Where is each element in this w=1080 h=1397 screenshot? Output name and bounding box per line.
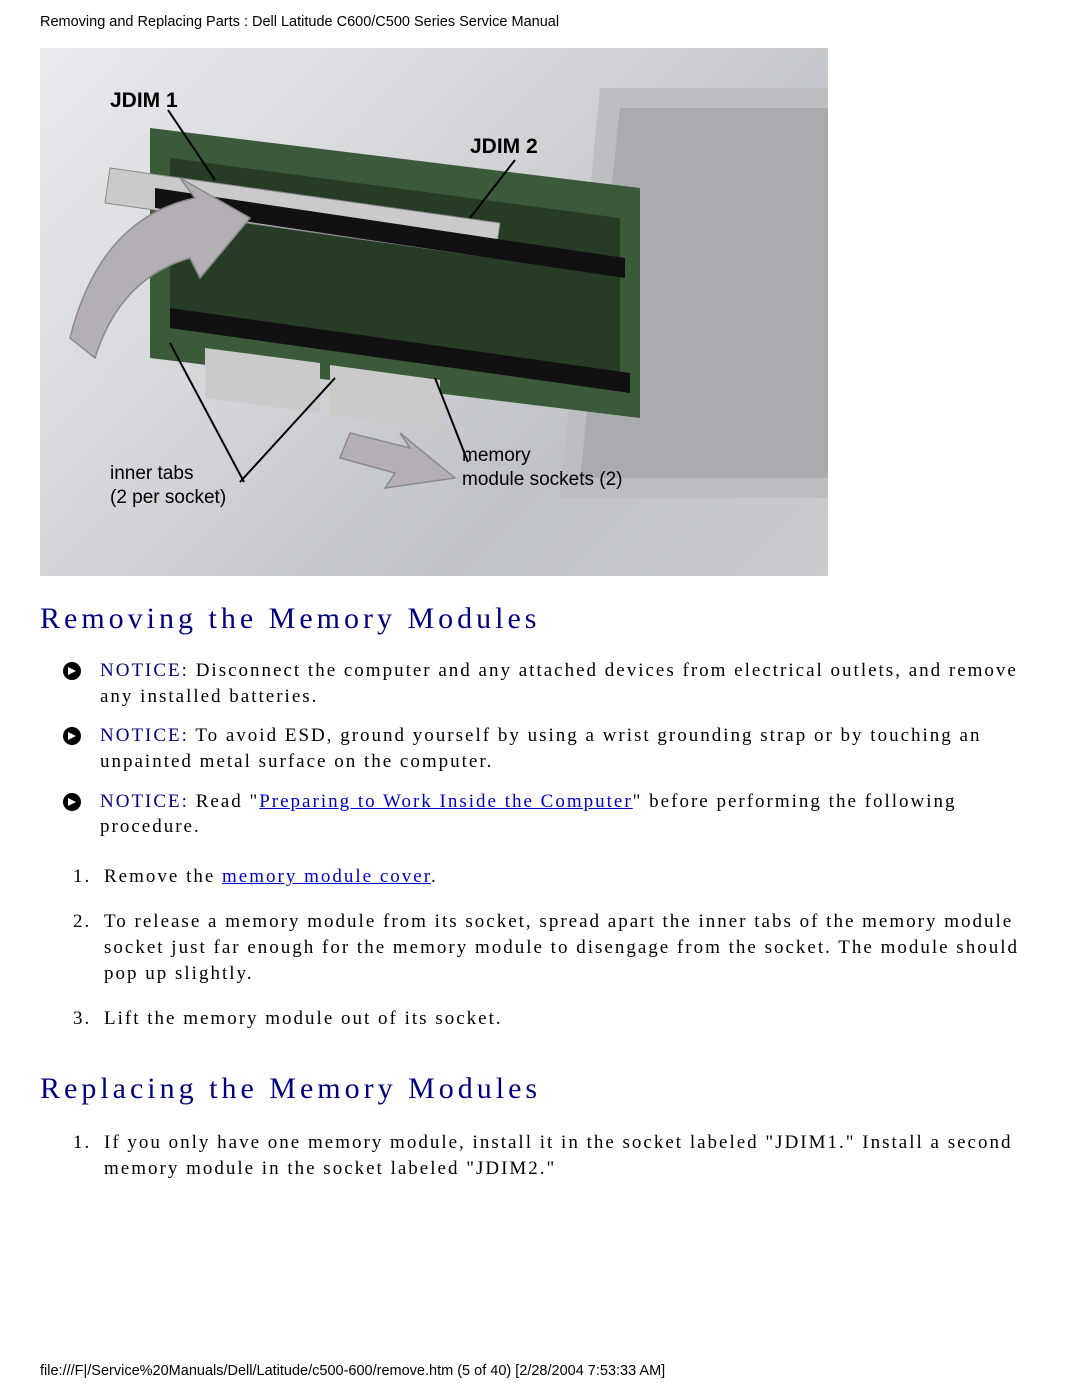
diagram-label-memory-line2: module sockets (2) [462,468,623,492]
diagram-label-tabs-line2: (2 per socket) [110,486,226,510]
memory-module-diagram: JDIM 1 JDIM 2 memory module sockets (2) … [40,48,828,576]
diagram-label-jdim2: JDIM 2 [470,134,538,160]
step-text-a: Remove the [104,866,222,887]
notice-3: NOTICE: Read "Preparing to Work Inside t… [62,789,1040,840]
replacing-steps: If you only have one memory module, inst… [70,1130,1040,1181]
step-install-module: If you only have one memory module, inst… [98,1130,1020,1181]
diagram-label-memory-line1: memory [462,444,531,468]
link-memory-module-cover[interactable]: memory module cover [222,866,431,887]
notice-2-text: NOTICE: To avoid ESD, ground yourself by… [100,723,1020,774]
notice-1-text: NOTICE: Disconnect the computer and any … [100,658,1020,709]
step-release-module: To release a memory module from its sock… [98,909,1020,986]
notice-2: NOTICE: To avoid ESD, ground yourself by… [62,723,1040,774]
notice-body: Disconnect the computer and any attached… [100,660,1018,707]
heading-removing: Removing the Memory Modules [40,602,1040,636]
notice-3-text: NOTICE: Read "Preparing to Work Inside t… [100,789,1020,840]
step-text-b: . [431,866,438,887]
removing-steps: Remove the memory module cover. To relea… [70,864,1040,1032]
notice-label: NOTICE: [100,791,189,812]
step-lift-module: Lift the memory module out of its socket… [98,1006,1020,1032]
notice-label: NOTICE: [100,725,189,746]
doc-header: Removing and Replacing Parts : Dell Lati… [40,14,1040,30]
heading-replacing: Replacing the Memory Modules [40,1072,1040,1106]
notice-bullet-icon [62,792,82,812]
diagram-label-tabs-line1: inner tabs [110,462,193,486]
link-preparing-inside[interactable]: Preparing to Work Inside the Computer [259,791,632,812]
step-remove-cover: Remove the memory module cover. [98,864,1020,890]
notice-1: NOTICE: Disconnect the computer and any … [62,658,1040,709]
notice-body: To avoid ESD, ground yourself by using a… [100,725,981,772]
doc-footer-path: file:///F|/Service%20Manuals/Dell/Latitu… [40,1363,665,1379]
notice-bullet-icon [62,661,82,681]
notice-body-a: Read " [189,791,259,812]
notice-bullet-icon [62,726,82,746]
diagram-label-jdim1: JDIM 1 [110,88,178,114]
notice-label: NOTICE: [100,660,189,681]
page: Removing and Replacing Parts : Dell Lati… [0,0,1080,1397]
